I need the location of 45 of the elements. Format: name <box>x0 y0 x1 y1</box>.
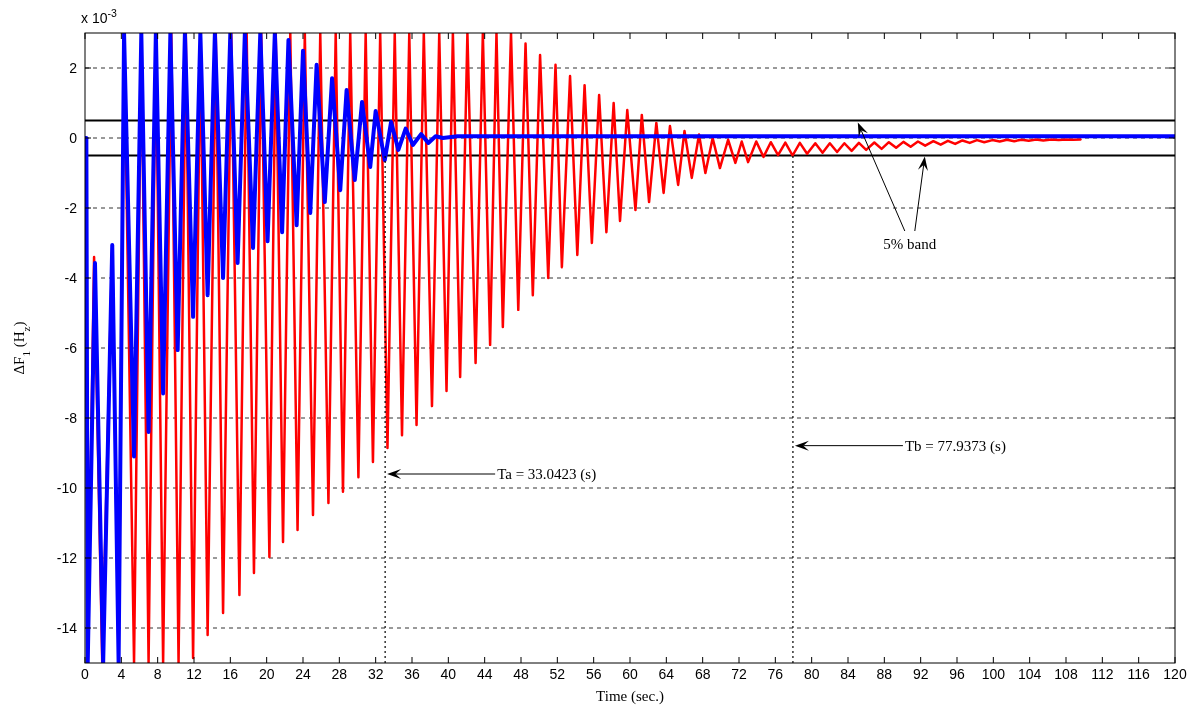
y-tick-label: 2 <box>69 60 78 76</box>
annotation: Tb = 77.9373 (s) <box>904 437 1006 455</box>
x-tick-label: 68 <box>694 666 711 682</box>
annotation: 5% band <box>883 236 937 252</box>
x-tick-label: 120 <box>1163 666 1187 682</box>
x-tick-label: 92 <box>912 666 929 682</box>
x-tick-label: 72 <box>731 666 747 682</box>
y-tick-label: -8 <box>64 410 78 426</box>
x-tick-label: 100 <box>981 666 1006 682</box>
x-tick-label: 108 <box>1054 666 1078 682</box>
x-tick-label: 104 <box>1017 666 1042 682</box>
x-axis-title: Time (sec.) <box>596 688 664 705</box>
x-tick-label: 80 <box>803 666 820 682</box>
x-tick-label: 4 <box>117 666 126 682</box>
x-tick-label: 84 <box>840 666 856 682</box>
x-tick-label: 76 <box>767 666 784 682</box>
y-tick-label: -14 <box>56 620 78 636</box>
x-tick-label: 40 <box>440 666 457 682</box>
x-tick-label: 16 <box>222 666 239 682</box>
x-tick-label: 32 <box>367 666 384 682</box>
y-tick-label: -12 <box>56 550 78 566</box>
x-tick-label: 20 <box>258 666 275 682</box>
x-tick-label: 52 <box>549 666 566 682</box>
x-tick-label: 28 <box>331 666 348 682</box>
y-tick-label: -4 <box>64 270 78 286</box>
y-tick-label: -6 <box>64 340 78 356</box>
x-tick-label: 44 <box>476 666 493 682</box>
x-tick-label: 60 <box>622 666 638 682</box>
x-tick-label: 0 <box>81 666 90 682</box>
x-tick-label: 96 <box>949 666 965 682</box>
x-tick-label: 88 <box>876 666 893 682</box>
x-tick-label: 116 <box>1127 666 1151 682</box>
annotation: Ta = 33.0423 (s) <box>497 466 597 483</box>
y-tick-label: 0 <box>69 130 78 146</box>
x-tick-label: 64 <box>658 666 675 682</box>
text: x 10$^{-3}$ <box>81 7 117 26</box>
x-tick-label: 24 <box>295 666 311 682</box>
x-tick-label: 56 <box>585 666 602 682</box>
y-tick-label: -10 <box>56 480 78 496</box>
x-tick-label: 48 <box>513 666 529 682</box>
x-tick-label: 36 <box>404 666 420 682</box>
x-tick-label: 8 <box>153 666 162 682</box>
x-tick-label: 112 <box>1091 666 1114 682</box>
y-tick-label: -2 <box>64 200 78 216</box>
x-tick-label: 12 <box>186 666 202 682</box>
